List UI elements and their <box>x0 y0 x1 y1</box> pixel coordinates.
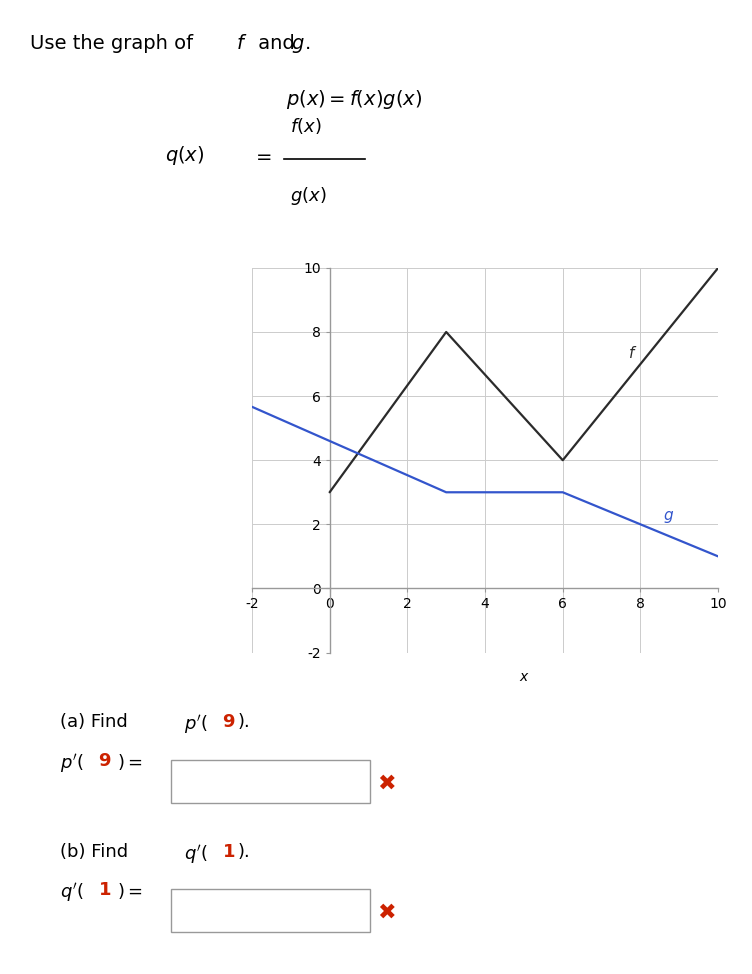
Text: $q'($: $q'($ <box>60 881 84 905</box>
Text: x: x <box>520 670 528 684</box>
Text: 9: 9 <box>99 752 111 769</box>
Text: g: g <box>664 507 673 522</box>
Text: f: f <box>629 346 634 360</box>
Text: (b) Find: (b) Find <box>60 843 134 860</box>
Text: ).: ). <box>238 713 250 730</box>
Text: f: f <box>237 34 244 54</box>
Text: $p'($: $p'($ <box>184 713 208 736</box>
Text: 1: 1 <box>223 843 235 860</box>
Text: .: . <box>305 34 311 54</box>
Text: 9: 9 <box>223 713 235 730</box>
Text: $g(x)$: $g(x)$ <box>290 185 326 207</box>
Text: $=$: $=$ <box>252 146 272 166</box>
Text: Use the graph of: Use the graph of <box>30 34 199 54</box>
Text: $p'($: $p'($ <box>60 752 84 775</box>
Text: g: g <box>292 34 304 54</box>
Text: $q'($: $q'($ <box>184 843 208 866</box>
Text: $q(x)$: $q(x)$ <box>165 144 205 168</box>
Text: 1: 1 <box>99 881 111 899</box>
Text: $) =$: $) =$ <box>117 752 142 772</box>
Text: and: and <box>252 34 301 54</box>
Text: (a) Find: (a) Find <box>60 713 134 730</box>
Text: $) =$: $) =$ <box>117 881 142 902</box>
Text: ).: ). <box>238 843 250 860</box>
Text: ✖: ✖ <box>378 903 396 923</box>
Text: $p(x) = f(x)g(x)$: $p(x) = f(x)g(x)$ <box>286 88 422 111</box>
Text: $f(x)$: $f(x)$ <box>290 116 321 136</box>
Text: ✖: ✖ <box>378 773 396 794</box>
